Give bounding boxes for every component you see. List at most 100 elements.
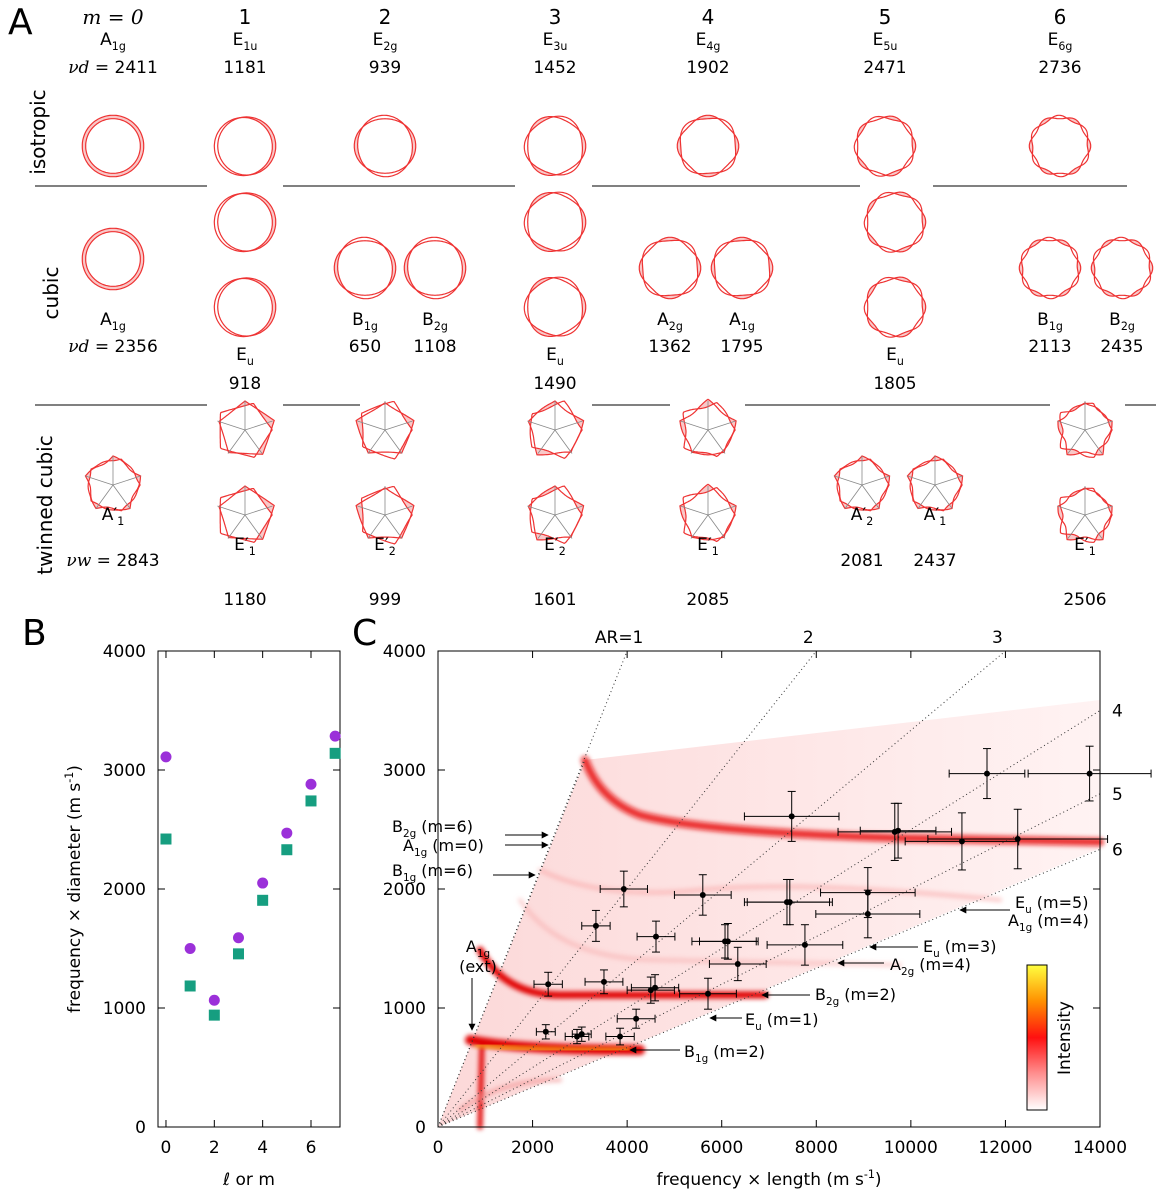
mode-symbol-part: B [1109, 310, 1121, 330]
annotation-part: B [684, 1042, 695, 1061]
mode-frequency-part: 1180 [223, 590, 266, 610]
mode-frequency: 650 [349, 337, 381, 357]
point [208, 1009, 220, 1021]
point [983, 770, 990, 777]
mode-symbol-part: E′ [374, 535, 389, 555]
aspect-ratio-label: 5 [1112, 785, 1123, 805]
mode-symbol: E2g [373, 30, 398, 53]
mode-symbol-part: u [897, 355, 904, 368]
annotation-part: A [466, 937, 477, 956]
mode-symbol: A′1 [102, 505, 125, 528]
mode-frequency: 2085 [686, 590, 729, 610]
mode-symbol: E5u [873, 30, 898, 53]
spoke [1057, 420, 1086, 431]
spoke [244, 429, 263, 454]
point [592, 922, 599, 929]
annotation: B1g (m=6) [392, 861, 473, 884]
spoke [680, 420, 709, 431]
column-header: 6 [1054, 5, 1067, 29]
shape-outline [527, 277, 587, 337]
spoke [861, 475, 890, 486]
mode-symbol-part: A [729, 310, 741, 330]
point [895, 827, 902, 834]
aspect-ratio-label: 6 [1112, 840, 1123, 860]
shape-outline [638, 236, 702, 300]
spoke [707, 429, 726, 454]
mode-shape [1018, 236, 1082, 300]
column-header: 1 [239, 5, 252, 29]
mode-symbol-part: A [100, 310, 112, 330]
mode-symbol-part: u [557, 355, 564, 368]
mode-symbol: E6g [1048, 30, 1073, 53]
shape-outline [85, 118, 141, 174]
shape-outline [527, 192, 587, 252]
shape-outline [1028, 117, 1092, 175]
shape-outline [353, 118, 417, 174]
mode-frequency: 999 [369, 590, 401, 610]
spoke [227, 429, 246, 454]
mode-frequency-part: 1452 [533, 58, 576, 78]
mode-frequency-part: 650 [349, 337, 381, 357]
point [281, 844, 293, 856]
mode-frequency: 1452 [533, 58, 576, 78]
mode-symbol-part: E [543, 30, 554, 50]
y-tick-label: 4000 [103, 642, 146, 662]
spoke [384, 420, 413, 431]
axis-label: frequency × length (m s-1) [656, 1168, 881, 1190]
point [652, 984, 659, 991]
point [801, 941, 808, 948]
shape-outline [213, 277, 273, 338]
mode-symbol: Eu [886, 345, 904, 368]
point [1086, 770, 1093, 777]
spoke [244, 505, 273, 516]
y-tick-label: 4000 [383, 642, 426, 662]
x-tick-label: 14000 [1073, 1138, 1127, 1158]
mode-shape [355, 400, 415, 460]
shape-outline [523, 115, 583, 176]
mode-frequency-part: 1902 [686, 58, 729, 78]
point [329, 730, 341, 742]
spoke [707, 420, 736, 431]
column-header: 3 [549, 5, 562, 29]
mode-symbol-part: 2g [434, 320, 448, 333]
mode-frequency: 1108 [413, 337, 456, 357]
annotation-part: (m=0) [427, 836, 484, 855]
column-header: 5 [879, 5, 892, 29]
row-separators [35, 185, 1156, 406]
mode-symbol-part: E [236, 345, 247, 365]
mode-frequency: 2113 [1028, 337, 1071, 357]
annotation-part: (m=4) [914, 955, 971, 974]
point [305, 778, 317, 790]
spoke [1084, 429, 1103, 454]
annotation-part: 1g [695, 1053, 708, 1065]
aspect-ratio-label: 4 [1112, 702, 1123, 722]
mode-frequency: 2736 [1038, 58, 1081, 78]
point [184, 943, 196, 954]
mode-symbol-part: E [886, 345, 897, 365]
mode-symbol-part: E′ [697, 535, 712, 555]
shape-outline [355, 486, 415, 539]
shape-outline [1018, 239, 1082, 297]
annotation-part: B [392, 817, 403, 836]
mode-shape [527, 400, 585, 459]
spoke [934, 475, 963, 486]
shape-outline [81, 227, 145, 291]
mode-shape [679, 483, 737, 543]
spoke [707, 505, 736, 516]
mode-symbol-part: 2 [389, 545, 396, 558]
mode-frequency: νd = 2356 [68, 337, 158, 357]
shape-outline [713, 239, 771, 297]
annotation: Eu (m=3) [923, 937, 996, 960]
y-tick-label: 3000 [383, 761, 426, 781]
mode-shape [906, 455, 964, 512]
spoke [1084, 420, 1113, 431]
annotation: A1g (m=0) [403, 836, 484, 859]
annotation-part: (m=2) [839, 985, 896, 1004]
x-tick-label: 0 [433, 1138, 444, 1158]
point [160, 751, 172, 763]
mode-symbol-part: B [1037, 310, 1049, 330]
mode-symbol-part: 1g [112, 40, 126, 53]
mode-frequency-part: 2085 [686, 590, 729, 610]
panel-label: C [352, 613, 377, 654]
mode-frequency: 1490 [533, 374, 576, 394]
